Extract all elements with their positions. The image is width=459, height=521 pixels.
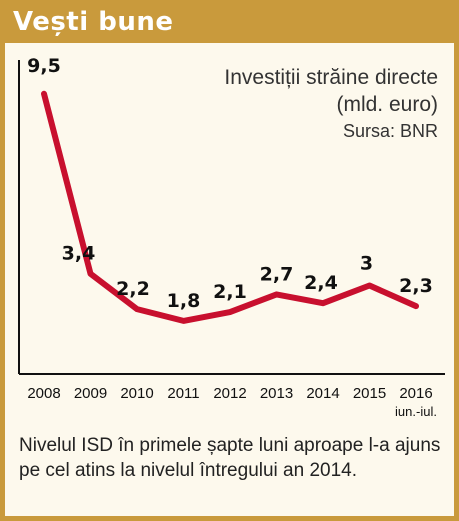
data-label-2011: 1,8 bbox=[167, 290, 201, 312]
data-label-2008: 9,5 bbox=[27, 55, 61, 77]
data-label-2013: 2,7 bbox=[260, 263, 294, 285]
header-bar: Vești bune bbox=[5, 5, 454, 43]
series-line bbox=[41, 90, 419, 324]
chart-unit: (mld. euro) bbox=[336, 93, 438, 116]
chart-title: Investiții străine directe bbox=[224, 66, 438, 89]
x-tick-2016: 2016 bbox=[399, 385, 432, 402]
line-chart: Investiții străine directe (mld. euro) S… bbox=[18, 55, 445, 419]
x-tick-sublabel-2016: iun.-iul. bbox=[395, 404, 437, 419]
x-tick-2008: 2008 bbox=[27, 385, 60, 402]
x-tick-2012: 2012 bbox=[213, 385, 246, 402]
x-tick-2015: 2015 bbox=[353, 385, 386, 402]
data-label-2010: 2,2 bbox=[116, 278, 150, 300]
x-tick-2014: 2014 bbox=[306, 385, 339, 402]
x-tick-2011: 2011 bbox=[167, 385, 199, 402]
data-label-2009: 3,4 bbox=[62, 243, 96, 265]
data-label-2016: 2,3 bbox=[399, 275, 433, 297]
x-tick-2010: 2010 bbox=[120, 385, 153, 402]
chart-marks: 9,5 3,4 2,2 1,8 2,1 2,7 2,4 3 2,3 2008 2009 2010 201… bbox=[27, 55, 437, 419]
chart-source: Sursa: BNR bbox=[343, 121, 438, 141]
data-label-2015: 3 bbox=[360, 253, 373, 275]
data-label-2012: 2,1 bbox=[213, 281, 247, 303]
x-tick-2013: 2013 bbox=[260, 385, 293, 402]
header-title: Vești bune bbox=[13, 7, 174, 37]
x-tick-2009: 2009 bbox=[74, 385, 107, 402]
chart-caption: Nivelul ISD în primele șapte luni aproap… bbox=[19, 435, 441, 481]
data-label-2014: 2,4 bbox=[304, 272, 338, 294]
